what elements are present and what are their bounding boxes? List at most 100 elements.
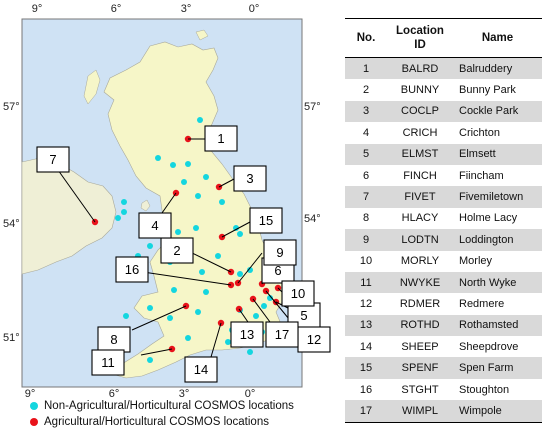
top-axis-label: 9°	[32, 3, 43, 15]
callout-4: 4	[138, 212, 172, 239]
callout-label: 5	[300, 308, 307, 323]
leader-line	[221, 221, 251, 238]
callout-label: 1	[217, 131, 224, 146]
cell-no: 3	[345, 100, 387, 123]
cell-no: 1	[345, 57, 387, 80]
table-row: 15 SPENF Spen Farm	[345, 357, 542, 379]
callout-label: 9	[276, 245, 283, 260]
location-table: No. Location ID Name 1 BALRD Balruddery 2 BU…	[345, 18, 542, 423]
cell-location-id: NWYKE	[387, 271, 453, 294]
callout-3: 3	[233, 165, 267, 192]
cell-no: 2	[362, 84, 370, 97]
nonagri-site-marker	[237, 271, 243, 277]
orkney-island	[195, 29, 209, 41]
callout-label: 3	[246, 171, 253, 186]
table-row: 13 ROTHD Rothamsted	[345, 314, 542, 337]
cell-name: North Wyke	[453, 271, 542, 294]
table-row: 2 BUNNY Bunny Park	[345, 79, 542, 100]
location-table-panel: No. Location ID Name 1 BALRD Balruddery 2 BU…	[345, 18, 542, 423]
table-row: 6 FINCH Fiincham	[345, 165, 542, 186]
table-row: 4 CRICH Crichton	[345, 122, 542, 143]
nonagri-site-marker	[195, 309, 201, 315]
cell-name: Balruddery	[453, 57, 542, 80]
nonagri-site-marker	[197, 117, 203, 123]
top-axis-label: 6°	[111, 3, 122, 15]
callout-11: 11	[91, 349, 125, 376]
cell-no: 5	[345, 143, 387, 165]
table-header-row: No. Location ID Name	[345, 18, 542, 58]
cell-location-id: FIVET	[387, 186, 453, 208]
great-britain-landmass	[103, 41, 293, 379]
nonagri-site-marker	[115, 215, 121, 221]
cell-location-id: COCLP	[387, 100, 453, 123]
bottom-axis-label: 9°	[25, 388, 36, 400]
bottom-axis-label: 3°	[179, 388, 190, 400]
cell-location-id: BUNNY	[400, 84, 440, 97]
cell-location-id: SPENF	[387, 357, 453, 379]
callout-label: 8	[110, 332, 117, 347]
cell-name: Redmere	[459, 297, 505, 310]
legend-label-agri: Agricultural/Horticultural COSMOS locati…	[44, 416, 269, 428]
table-row: 9 LODTN Loddington	[345, 229, 542, 251]
table-body: 1 BALRD Balruddery 2 BUNNY Bunny Park 3 COCLP Co…	[345, 57, 542, 423]
nonagri-site-marker	[170, 162, 176, 168]
cell-name: Holme Lacy	[459, 212, 518, 225]
leader-line	[57, 169, 96, 223]
nonagri-site-marker	[147, 305, 153, 311]
table-row: 3 COCLP Cockle Park	[345, 100, 542, 123]
cell-name: Fiincham	[459, 169, 504, 182]
header-no: No.	[345, 18, 387, 58]
callout-1: 1	[204, 125, 238, 152]
cell-no: 4	[362, 126, 370, 139]
cell-location-id: LODTN	[387, 229, 453, 251]
cell-no: 10	[359, 255, 373, 268]
hebrides-island	[83, 69, 101, 105]
header-location-id-line2: ID	[414, 39, 426, 51]
left-axis-label: 57°	[3, 101, 20, 113]
nonagri-site-marker	[203, 174, 209, 180]
nonagri-site-marker	[185, 161, 191, 167]
nonagri-site-marker	[233, 225, 239, 231]
cell-no: 12	[359, 297, 373, 310]
header-name: Name	[453, 18, 542, 58]
cell-no: 14	[359, 340, 373, 353]
leader-line	[277, 287, 283, 293]
nonagri-site-marker	[155, 155, 161, 161]
callout-13: 13	[230, 321, 264, 348]
cell-name: Crichton	[459, 126, 500, 139]
cell-no: 13	[345, 314, 387, 337]
cell-no: 17	[345, 400, 387, 423]
table-row: 10 MORLY Morley	[345, 251, 542, 272]
table-row: 16 STGHT Stoughton	[345, 379, 542, 400]
nonagri-site-marker	[123, 313, 129, 319]
callout-9: 9	[263, 239, 297, 266]
callout-label: 12	[307, 332, 321, 347]
callout-label: 10	[291, 286, 305, 301]
right-axis-label: 54°	[304, 213, 321, 225]
nonagri-site-marker	[215, 253, 221, 259]
callout-label: 7	[49, 152, 56, 167]
nonagri-site-marker	[147, 243, 153, 249]
nonagri-site-marker	[121, 209, 127, 215]
nonagri-site-marker	[193, 225, 199, 231]
cell-location-id: RDMER	[399, 297, 441, 310]
cell-no: 6	[362, 169, 370, 182]
legend-row-nonagri: Non-Agricultural/Horticultural COSMOS lo…	[30, 398, 294, 414]
left-axis-label: 51°	[3, 332, 20, 344]
callout-label: 15	[259, 213, 273, 228]
table-row: 17 WIMPL Wimpole	[345, 400, 542, 423]
nonagri-site-marker	[147, 357, 153, 363]
cell-name: Elmsett	[453, 143, 542, 165]
leader-line	[252, 298, 271, 323]
callout-label: 11	[101, 355, 115, 370]
cell-no: 7	[345, 186, 387, 208]
map-figure: 9° 6° 3° 0° 9° 6° 3° 0° 57° 54° 51° 57° …	[3, 3, 331, 400]
cell-name: Morley	[459, 255, 493, 268]
callout-2: 2	[160, 237, 194, 264]
table-row: 14 SHEEP Sheepdrove	[345, 336, 542, 357]
callout-label: 17	[275, 327, 289, 342]
callout-label: 4	[151, 218, 158, 233]
leader-line	[210, 322, 222, 358]
map-panel: 9° 6° 3° 0° 9° 6° 3° 0° 57° 54° 51° 57° …	[3, 3, 331, 430]
legend-row-agri: Agricultural/Horticultural COSMOS locati…	[30, 414, 294, 430]
